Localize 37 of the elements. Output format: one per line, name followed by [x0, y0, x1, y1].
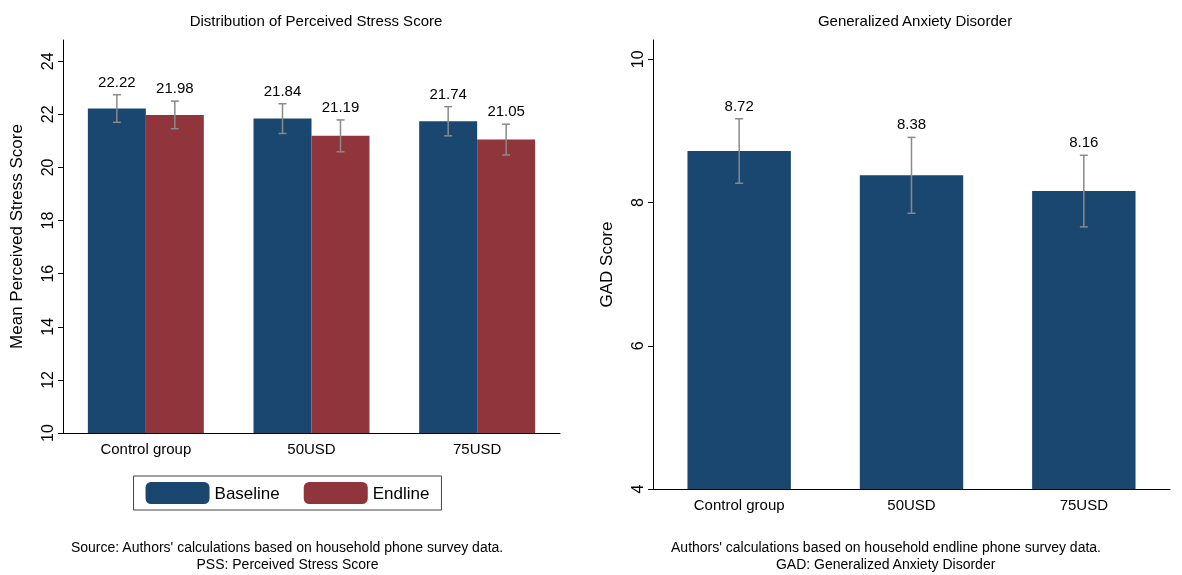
data-label: 21.84: [263, 81, 302, 99]
y-tick-label: 10: [38, 424, 56, 442]
data-label: 21.05: [487, 102, 525, 120]
legend-label: Baseline: [214, 483, 280, 503]
x-tick-label: Control group: [693, 496, 785, 513]
y-tick-label: 6: [628, 341, 646, 351]
data-label: 8.38: [896, 115, 927, 133]
x-tick-label: 75USD: [452, 440, 502, 457]
y-axis-title: Mean Perceived Stress Score: [7, 124, 26, 349]
y-tick-label: 12: [38, 370, 56, 389]
y-tick-label: 16: [38, 264, 56, 283]
y-tick-label: 4: [628, 484, 646, 494]
y-axis-title: GAD Score: [597, 221, 616, 308]
y-tick-label: 14: [38, 317, 56, 336]
data-label: 21.74: [429, 84, 467, 102]
y-tick-label: 8: [628, 198, 646, 208]
x-tick-label: 50USD: [887, 496, 936, 513]
data-label: 22.22: [98, 72, 136, 90]
y-tick-label: 24: [38, 52, 56, 71]
legend-label: Endline: [372, 483, 430, 503]
x-tick-label: 75USD: [1059, 496, 1109, 513]
text: PSS: Perceived Stress Score: [196, 556, 379, 572]
text: GAD: Generalized Anxiety Disorder: [775, 556, 996, 572]
chart-title: Generalized Anxiety Disorder: [817, 12, 1013, 29]
chart-title: Distribution of Perceived Stress Score: [189, 12, 443, 29]
x-tick-label: Control group: [100, 440, 192, 457]
x-tick-label: 50USD: [287, 440, 336, 457]
y-tick-label: 20: [38, 158, 56, 177]
y-tick-label: 10: [628, 50, 646, 69]
text: Authors' calculations based on household endline phone survey data.: [671, 539, 1101, 555]
y-tick-label: 18: [38, 211, 56, 230]
data-label: 8.72: [724, 96, 754, 114]
source-note: Source: Authors' calculations based on household phone survey data.: [70, 539, 504, 555]
data-label: 8.16: [1069, 133, 1099, 151]
data-label: 21.19: [321, 97, 360, 115]
data-label: 21.98: [156, 79, 194, 97]
y-tick-label: 22: [38, 105, 56, 124]
